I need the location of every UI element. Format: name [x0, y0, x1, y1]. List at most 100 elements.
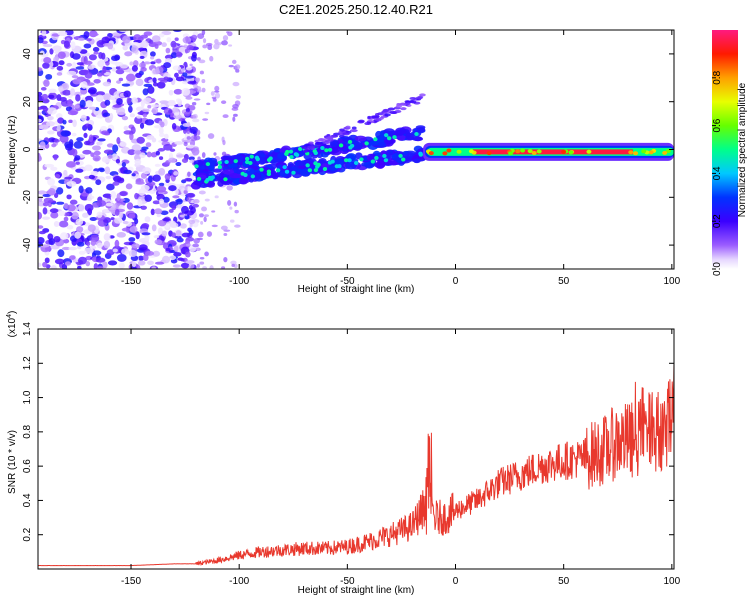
- noise-blob: [136, 136, 145, 144]
- tone-peak: [531, 150, 537, 155]
- noise-blob: [211, 210, 216, 213]
- noise-blob: [188, 219, 196, 225]
- noise-blob: [105, 60, 110, 66]
- noise-blob: [151, 137, 157, 143]
- trace-blob: [395, 127, 407, 135]
- noise-blob: [112, 98, 117, 106]
- tone-peak: [648, 150, 654, 155]
- noise-blob: [86, 38, 92, 42]
- trace-blob: [229, 172, 241, 179]
- snr-y-ticks: 0.2 0.4 0.6 0.8 1.0 1.2 1.4: [22, 322, 674, 542]
- noise-blob: [142, 88, 149, 96]
- noise-blob: [48, 94, 55, 99]
- noise-blob: [139, 152, 146, 159]
- noise-blob: [90, 170, 99, 176]
- noise-blob: [166, 37, 172, 43]
- noise-blob: [87, 89, 96, 94]
- trace-peak: [418, 151, 423, 156]
- trace-peak: [307, 168, 313, 173]
- noise-blob: [55, 113, 63, 119]
- noise-blob: [98, 168, 105, 173]
- noise-blob: [50, 244, 60, 250]
- noise-blob: [39, 124, 49, 130]
- noise-blob: [204, 111, 210, 115]
- noise-blob: [96, 141, 103, 146]
- noise-blob: [121, 248, 130, 255]
- harmonic-blob: [419, 93, 426, 97]
- noise-blob: [54, 258, 65, 265]
- trace-peak: [245, 156, 250, 161]
- noise-blob: [168, 208, 174, 213]
- trace-peak: [196, 176, 202, 181]
- trace-peak: [305, 163, 310, 168]
- noise-blob: [175, 76, 185, 82]
- noise-blob: [78, 185, 84, 194]
- noise-blob: [150, 61, 156, 65]
- noise-blob: [123, 125, 129, 131]
- noise-blob: [91, 145, 102, 151]
- noise-blob: [86, 100, 93, 107]
- noise-blob: [66, 180, 77, 187]
- noise-blob: [165, 247, 171, 252]
- noise-blob: [152, 200, 161, 205]
- noise-blob: [221, 266, 226, 269]
- noise-blob: [101, 130, 109, 136]
- noise-blob: [71, 132, 77, 137]
- snr-frame: [37, 328, 675, 570]
- trace-blob: [416, 126, 426, 133]
- y-tick-label: -20: [22, 190, 33, 205]
- y-tick-label: 1.2: [22, 356, 33, 370]
- noise-blob: [233, 113, 238, 117]
- noise-blob: [233, 201, 238, 207]
- noise-blob: [128, 237, 136, 242]
- noise-blob: [88, 32, 99, 37]
- noise-blob: [67, 110, 78, 116]
- colorbar-scale: [712, 30, 738, 269]
- noise-blob: [144, 216, 151, 223]
- noise-blob: [175, 98, 182, 103]
- noise-blob: [199, 261, 205, 265]
- harmonic-blob: [415, 96, 423, 100]
- noise-blob: [103, 240, 111, 249]
- noise-blob: [140, 205, 147, 210]
- noise-blob: [96, 211, 103, 218]
- noise-blob: [90, 239, 97, 246]
- noise-blob: [171, 232, 177, 238]
- noise-blob: [147, 181, 156, 187]
- noise-blob: [42, 62, 50, 69]
- noise-blob: [163, 143, 173, 151]
- noise-blob: [185, 260, 195, 264]
- noise-blob: [199, 70, 204, 75]
- noise-blob: [201, 79, 206, 84]
- noise-blob: [193, 199, 200, 204]
- noise-blob: [42, 207, 48, 215]
- noise-blob: [64, 176, 73, 180]
- noise-blob: [161, 42, 167, 48]
- noise-blob: [73, 91, 83, 97]
- noise-blob: [139, 55, 145, 60]
- noise-blob: [231, 263, 235, 268]
- trace-peak: [338, 143, 344, 148]
- noise-blob: [92, 46, 100, 52]
- noise-blob: [58, 220, 69, 228]
- noise-blob: [95, 91, 106, 96]
- noise-blob: [103, 233, 111, 241]
- noise-blob: [55, 173, 61, 179]
- noise-blob: [63, 216, 69, 222]
- harmonic-blob: [405, 102, 410, 106]
- noise-blob: [38, 91, 43, 97]
- noise-blob: [222, 114, 229, 119]
- noise-blob: [75, 161, 80, 165]
- x-tick-label: 0: [453, 276, 459, 287]
- noise-blob: [173, 30, 182, 33]
- snr-y-label: SNR (10 * v/v): [7, 430, 18, 494]
- noise-blob: [105, 175, 112, 180]
- noise-blob: [189, 223, 193, 228]
- trace-blob: [273, 148, 281, 153]
- x-tick-label: 50: [558, 576, 570, 587]
- colorbar-tick-label: 0.0: [712, 262, 723, 276]
- noise-blob: [168, 201, 179, 209]
- trace-blob: [335, 158, 344, 166]
- noise-blob: [181, 232, 191, 238]
- noise-blob: [164, 173, 171, 181]
